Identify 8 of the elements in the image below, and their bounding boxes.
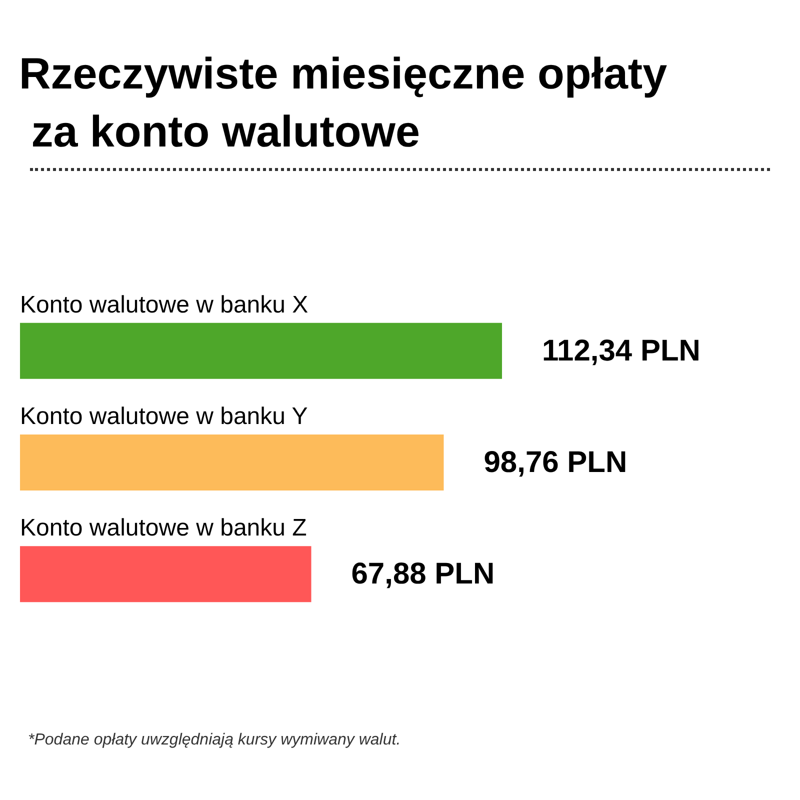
y-tick-label: Konto walutowe w banku Y [20,403,308,430]
data-label: 112,34 PLN [542,334,700,368]
data-label: 98,76 PLN [484,446,628,479]
y-tick-label: Konto walutowe w banku Z [20,514,307,542]
y-tick-label: Konto walutowe w banku X [20,291,308,318]
chart-title: Rzeczywiste miesięczne opłaty za konto walutowe [19,50,668,156]
data-label: 67,88 PLN [351,558,495,591]
text: *Podane opłaty uwzględniają kursy wymiwany walut. [28,732,401,748]
